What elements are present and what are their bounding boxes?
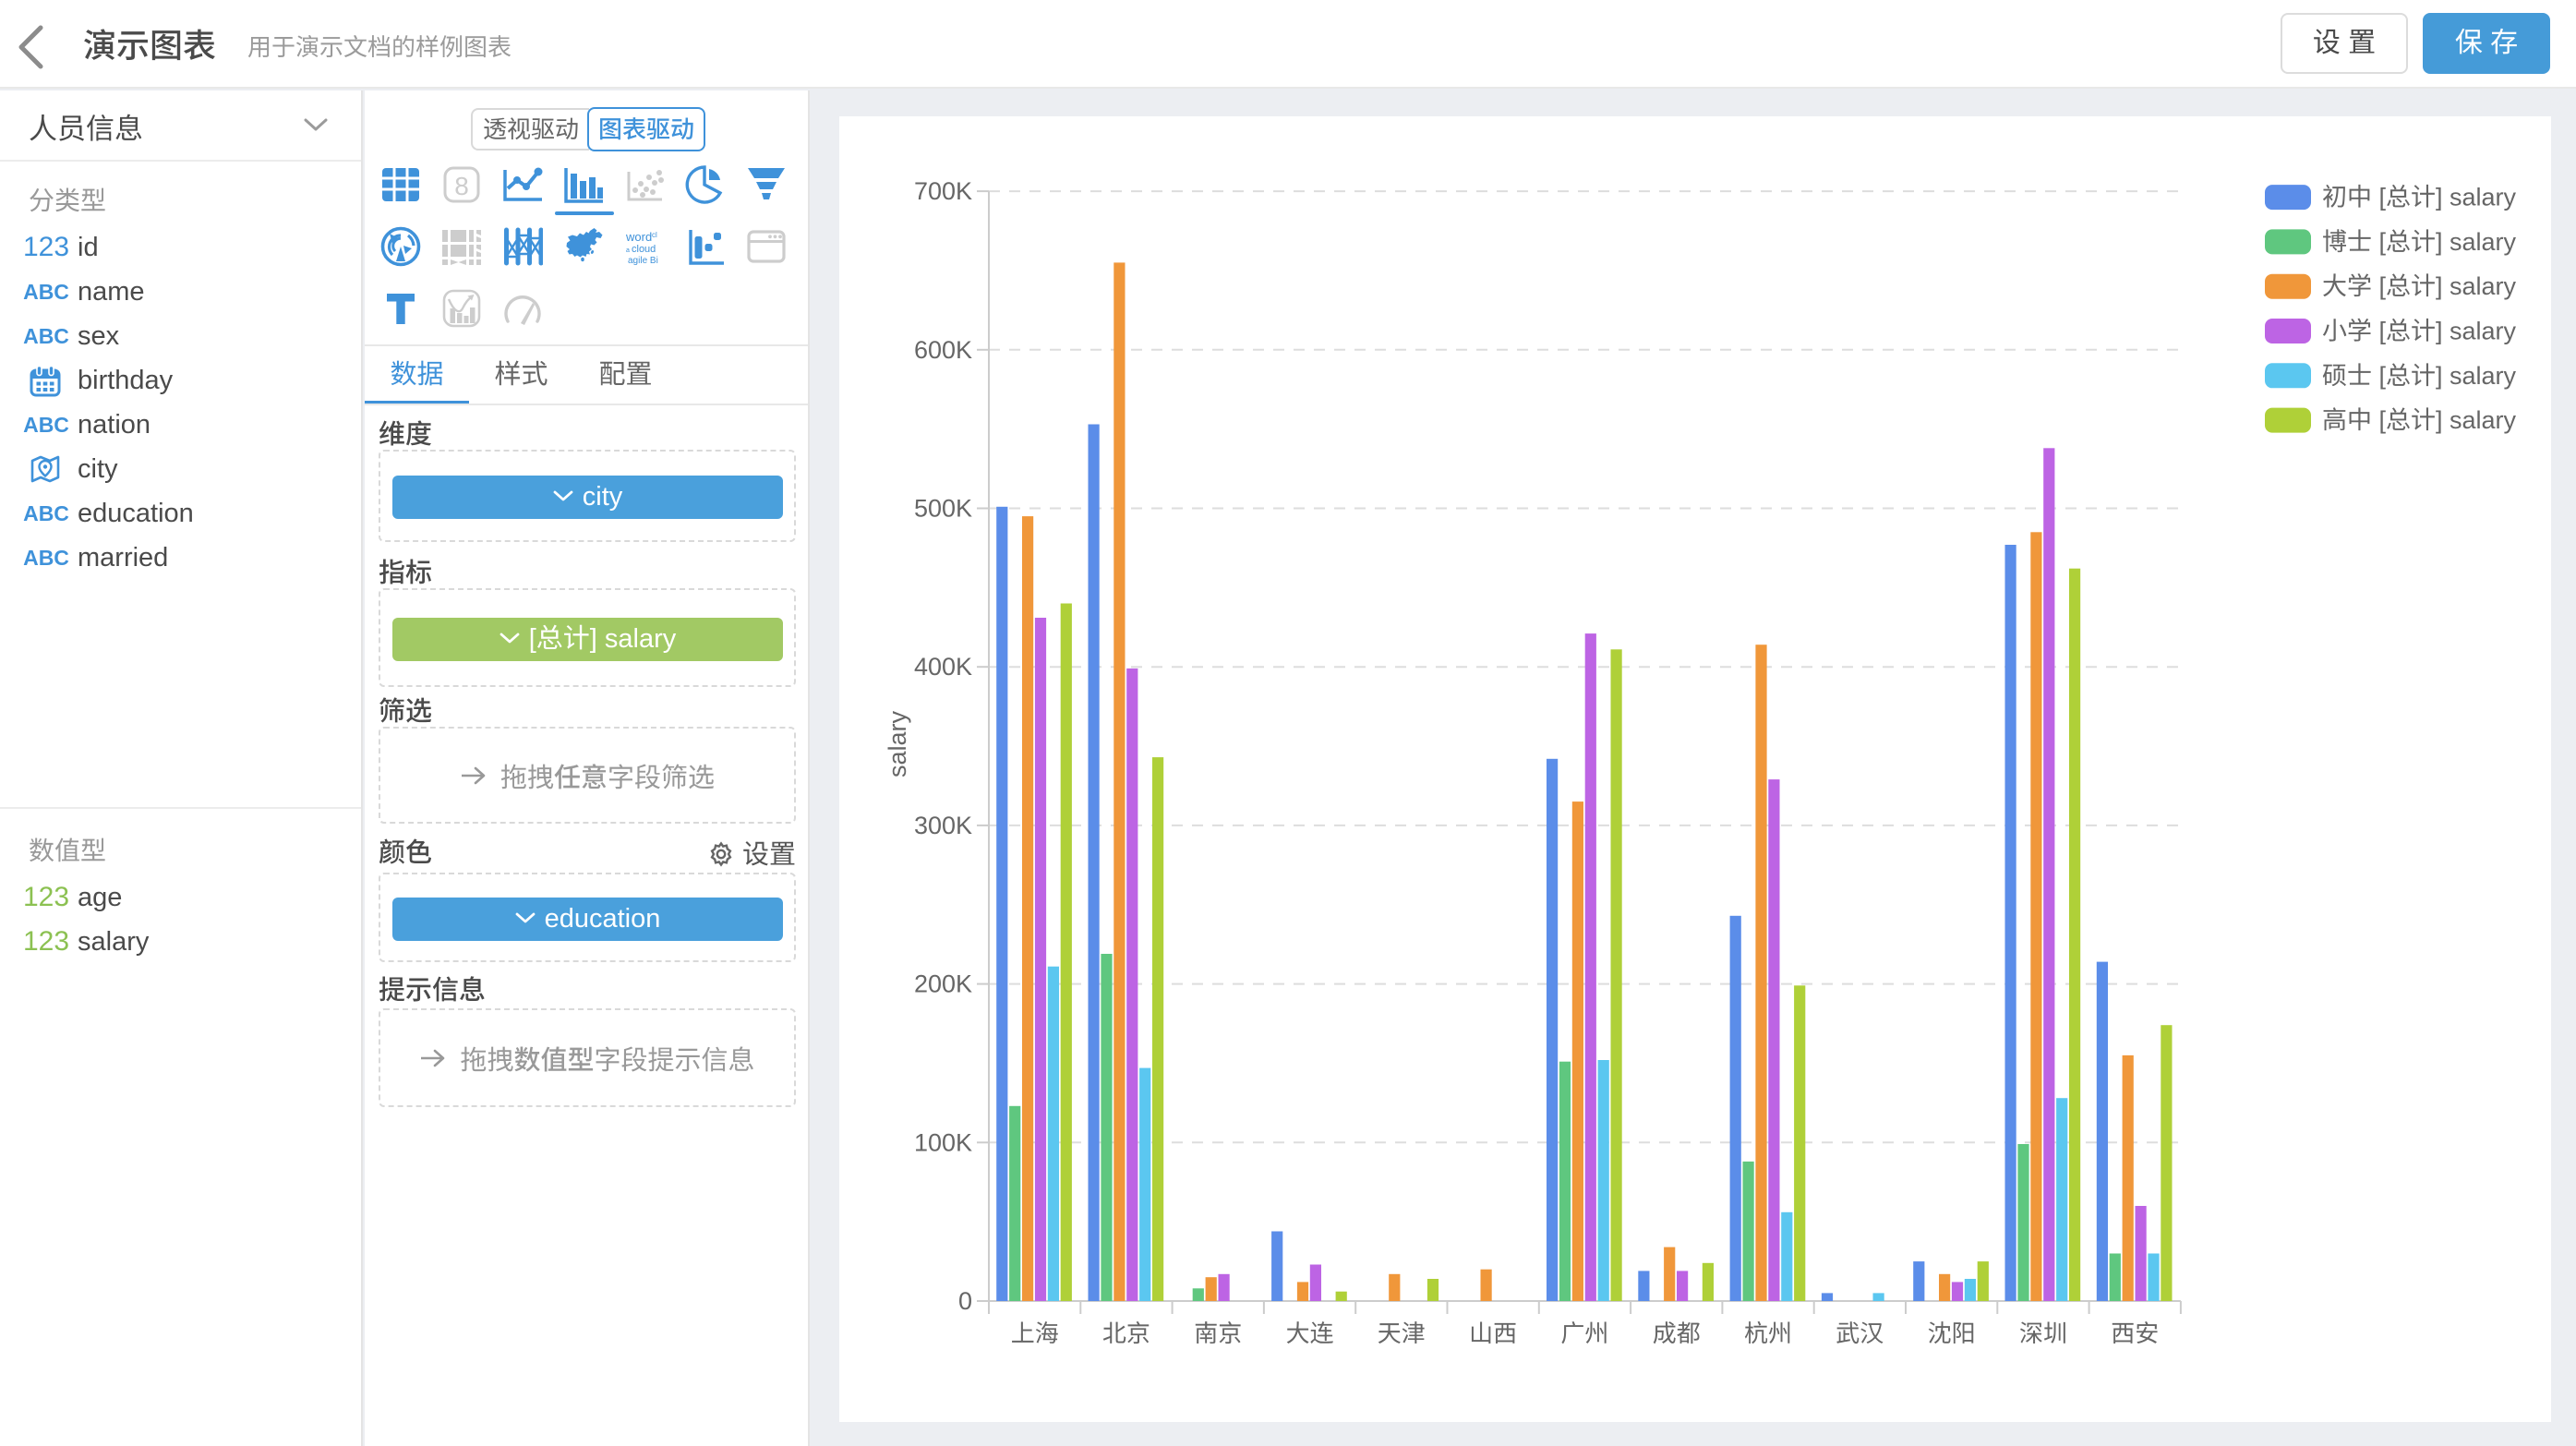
svg-text:成都: 成都 bbox=[1653, 1319, 1701, 1347]
svg-text:广州: 广州 bbox=[1560, 1319, 1608, 1347]
svg-text:大连: 大连 bbox=[1286, 1319, 1334, 1347]
svg-text:大学 [总计] salary: 大学 [总计] salary bbox=[2322, 272, 2517, 300]
svg-text:小学 [总计] salary: 小学 [总计] salary bbox=[2322, 318, 2517, 345]
svg-text:word: word bbox=[625, 230, 652, 244]
svg-text:a: a bbox=[626, 247, 630, 254]
svg-text:天津: 天津 bbox=[1378, 1319, 1426, 1347]
svg-text:cloud: cloud bbox=[632, 244, 656, 255]
svg-text:南京: 南京 bbox=[1194, 1319, 1242, 1347]
svg-text:沈阳: 沈阳 bbox=[1928, 1319, 1976, 1347]
svg-text:300K: 300K bbox=[914, 812, 972, 839]
svg-text:500K: 500K bbox=[914, 495, 972, 523]
svg-text:博士 [总计] salary: 博士 [总计] salary bbox=[2322, 228, 2517, 256]
svg-text:山西: 山西 bbox=[1469, 1319, 1517, 1347]
svg-text:600K: 600K bbox=[914, 336, 972, 364]
svg-text:100K: 100K bbox=[914, 1128, 972, 1156]
svg-text:初中 [总计] salary: 初中 [总计] salary bbox=[2322, 184, 2517, 211]
svg-text:武汉: 武汉 bbox=[1836, 1319, 1884, 1347]
svg-text:agile Bi: agile Bi bbox=[628, 256, 658, 266]
svg-text:高中 [总计] salary: 高中 [总计] salary bbox=[2322, 406, 2517, 434]
svg-text:硕士 [总计] salary: 硕士 [总计] salary bbox=[2322, 362, 2517, 390]
svg-text:上海: 上海 bbox=[1011, 1319, 1059, 1347]
svg-text:700K: 700K bbox=[914, 177, 972, 205]
svg-text:深圳: 深圳 bbox=[2019, 1319, 2067, 1347]
svg-text:400K: 400K bbox=[914, 653, 972, 681]
svg-text:200K: 200K bbox=[914, 970, 972, 998]
svg-text:salary: salary bbox=[884, 710, 911, 777]
svg-text:西安: 西安 bbox=[2111, 1319, 2159, 1347]
svg-text:0: 0 bbox=[958, 1287, 972, 1315]
svg-text:北京: 北京 bbox=[1102, 1319, 1150, 1347]
svg-text:杭州: 杭州 bbox=[1744, 1319, 1792, 1347]
svg-text:cl: cl bbox=[652, 231, 657, 239]
svg-text:8: 8 bbox=[454, 172, 469, 200]
